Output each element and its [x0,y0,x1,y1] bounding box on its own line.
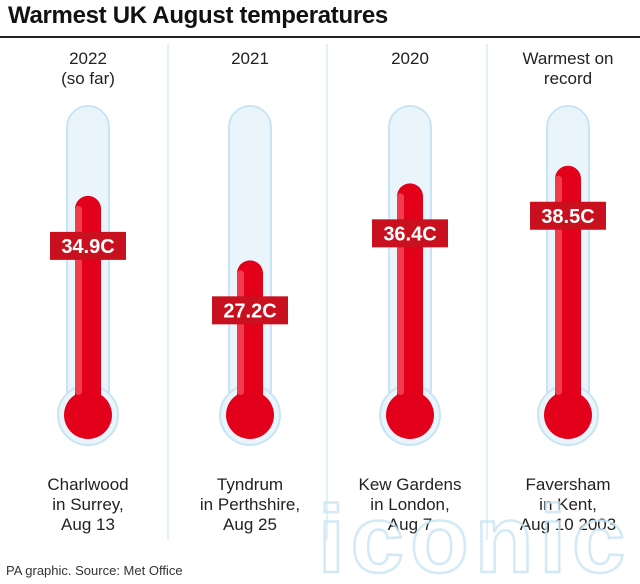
value-label: 36.4C [383,223,436,245]
location-line: Aug 7 [388,515,432,534]
chart-title: Warmest UK August temperatures [8,2,388,29]
column-header-line: 2021 [231,49,269,68]
value-label-box [530,201,606,230]
location-line: Faversham [525,475,610,494]
location-line: Aug 25 [223,515,277,534]
mercury-bulb [544,391,592,439]
title-rule [0,36,640,38]
column-header-line: Warmest on [522,49,613,68]
location-line: Aug 13 [61,515,115,534]
location-line: Tyndrum [217,475,283,494]
location-line: in Perthshire, [200,495,300,514]
location-line: Charlwood [47,475,128,494]
mercury-bulb [64,391,112,439]
mercury-highlight [555,175,562,395]
value-label: 34.9C [61,236,114,258]
mercury-bulb [226,391,274,439]
column-header-line: 2020 [391,49,429,68]
source-note: PA graphic. Source: Met Office [6,563,183,578]
value-label-box [50,231,126,260]
value-label: 27.2C [223,300,276,322]
value-label: 38.5C [541,206,594,228]
location-line: in Kent, [539,495,597,514]
column-header-line: (so far) [61,69,115,88]
location-line: in London, [370,495,449,514]
column-header-line: 2022 [69,49,107,68]
column-header-line: record [544,69,592,88]
location-line: Kew Gardens [359,475,462,494]
watermark-text: iconic [318,486,631,584]
mercury-bulb [386,391,434,439]
value-label-box [212,296,288,325]
value-label-box [372,219,448,248]
location-line: in Surrey, [52,495,124,514]
location-line: Aug 10 2003 [520,515,616,534]
